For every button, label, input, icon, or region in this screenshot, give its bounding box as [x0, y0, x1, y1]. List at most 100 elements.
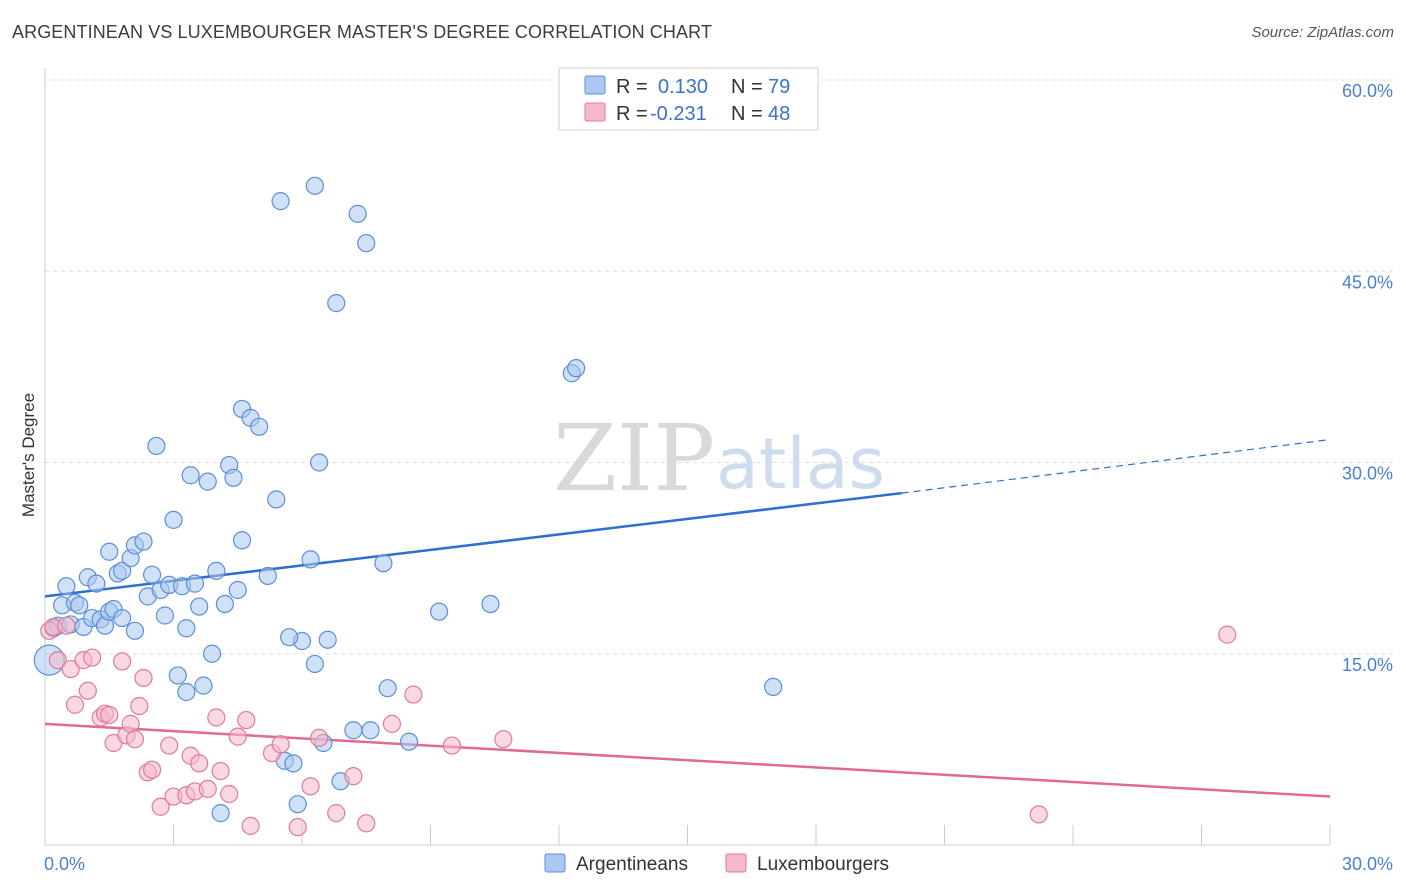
chart-title: ARGENTINEAN VS LUXEMBOURGER MASTER'S DEG…: [12, 22, 712, 42]
trend-line-luxembourgers: [44, 722, 1331, 798]
point-argentineans-63: [344, 721, 363, 740]
legend-swatch-argentineans: [584, 75, 606, 95]
point-luxembourgers-30: [211, 761, 230, 781]
x-tick-label-1: 30.0%: [1342, 854, 1393, 874]
point-luxembourgers-34: [241, 816, 260, 835]
point-argentineans-7: [70, 596, 89, 615]
point-argentineans-39: [202, 644, 222, 663]
y-tick-label-3: 60.0%: [1342, 81, 1393, 101]
point-luxembourgers-31: [220, 784, 239, 804]
point-argentineans-49: [258, 566, 277, 586]
point-argentineans-56: [301, 550, 320, 569]
grid-lines: [45, 79, 1393, 655]
point-argentineans-48: [250, 417, 269, 436]
point-argentineans-18: [112, 608, 132, 628]
y-tick-label-2: 45.0%: [1342, 272, 1393, 292]
point-argentineans-69: [399, 732, 419, 751]
point-argentineans-4: [57, 577, 76, 596]
point-luxembourgers-27: [190, 754, 209, 773]
bottom-legend-swatch-argentineans: [544, 853, 566, 873]
point-luxembourgers-15: [121, 714, 140, 733]
point-argentineans-31: [168, 666, 187, 685]
point-luxembourgers-40: [327, 804, 346, 823]
chart-source: Source: ZipAtlas.com: [1251, 24, 1394, 41]
point-luxembourgers-21: [151, 797, 170, 816]
point-argentineans-40: [207, 561, 226, 580]
point-argentineans-70: [429, 602, 449, 621]
point-argentineans-30: [164, 510, 183, 529]
point-argentineans-71: [481, 594, 500, 614]
tick-labels: 15.0% 30.0% 45.0% 60.0% 0.0% 30.0%: [44, 81, 1393, 874]
point-argentineans-43: [224, 468, 243, 487]
point-luxembourgers-11: [100, 705, 119, 725]
point-luxembourgers-32: [228, 727, 247, 746]
point-argentineans-44: [228, 580, 247, 600]
point-argentineans-34: [181, 466, 200, 485]
point-argentineans-57: [305, 176, 324, 195]
bottom-legend: Argentineans Luxembourgers: [544, 853, 889, 875]
point-argentineans-36: [190, 597, 209, 616]
point-luxembourgers-36: [271, 735, 290, 754]
series-luxembourgers: [40, 616, 1237, 837]
legend-r-label-1: R =: [616, 76, 648, 98]
point-argentineans-38: [198, 472, 217, 491]
point-luxembourgers-22: [160, 736, 179, 755]
point-argentineans-37: [194, 676, 213, 695]
point-luxembourgers-2: [48, 651, 67, 670]
y-tick-label-1: 30.0%: [1342, 464, 1393, 484]
point-luxembourgers-45: [442, 736, 462, 755]
point-argentineans-60: [318, 630, 337, 649]
point-argentineans-64: [348, 204, 367, 223]
point-argentineans-53: [284, 754, 303, 773]
legend-n-label-1: N =: [731, 76, 763, 98]
trend-line-extension-argentineans: [901, 438, 1331, 494]
point-luxembourgers-38: [301, 777, 320, 796]
point-luxembourgers-48: [1218, 625, 1237, 644]
point-luxembourgers-5: [65, 695, 85, 714]
point-luxembourgers-37: [288, 818, 307, 837]
point-luxembourgers-16: [125, 730, 145, 749]
bottom-legend-label-argentineans: Argentineans: [576, 854, 688, 875]
point-luxembourgers-8: [83, 648, 102, 667]
legend-r-label-2: R =: [616, 103, 648, 125]
point-luxembourgers-44: [404, 685, 423, 704]
point-argentineans-25: [142, 565, 162, 584]
point-luxembourgers-17: [130, 696, 149, 716]
bottom-legend-label-luxembourgers: Luxembourgers: [757, 854, 889, 875]
legend-r-value-1: 0.130: [658, 76, 708, 98]
data-points: [33, 176, 1237, 837]
point-argentineans-28: [155, 606, 175, 625]
x-tick-label-0: 0.0%: [44, 854, 85, 874]
point-argentineans-23: [134, 532, 153, 551]
point-argentineans-73: [567, 359, 586, 378]
point-luxembourgers-33: [237, 710, 256, 730]
point-argentineans-26: [147, 436, 166, 456]
point-argentineans-67: [374, 554, 393, 573]
point-argentineans-19: [112, 561, 132, 580]
y-axis-label: Master's Degree: [19, 393, 38, 517]
point-argentineans-33: [177, 619, 196, 638]
legend-swatch-luxembourgers: [584, 102, 606, 122]
legend-r-value-2: -0.231: [650, 103, 707, 125]
legend-n-label-2: N =: [731, 103, 763, 125]
point-argentineans-66: [361, 721, 380, 740]
point-luxembourgers-18: [134, 668, 153, 688]
watermark: ZIP atlas: [553, 405, 885, 512]
point-argentineans-46: [232, 531, 252, 550]
point-argentineans-41: [215, 594, 234, 614]
series-argentineans: [33, 176, 783, 823]
point-argentineans-15: [100, 542, 119, 561]
point-argentineans-58: [310, 453, 329, 472]
point-argentineans-76: [305, 654, 324, 674]
point-argentineans-11: [87, 574, 106, 593]
axes: [44, 68, 1331, 846]
point-luxembourgers-41: [344, 767, 363, 786]
watermark-zip: ZIP: [553, 405, 715, 512]
point-luxembourgers-29: [207, 708, 226, 727]
top-legend: R = 0.130 N = 79 R = -0.231 N = 48: [558, 67, 819, 131]
point-argentineans-78: [177, 682, 196, 702]
point-luxembourgers-28: [198, 779, 217, 799]
point-argentineans-61: [327, 294, 346, 313]
point-luxembourgers-4: [61, 659, 80, 679]
